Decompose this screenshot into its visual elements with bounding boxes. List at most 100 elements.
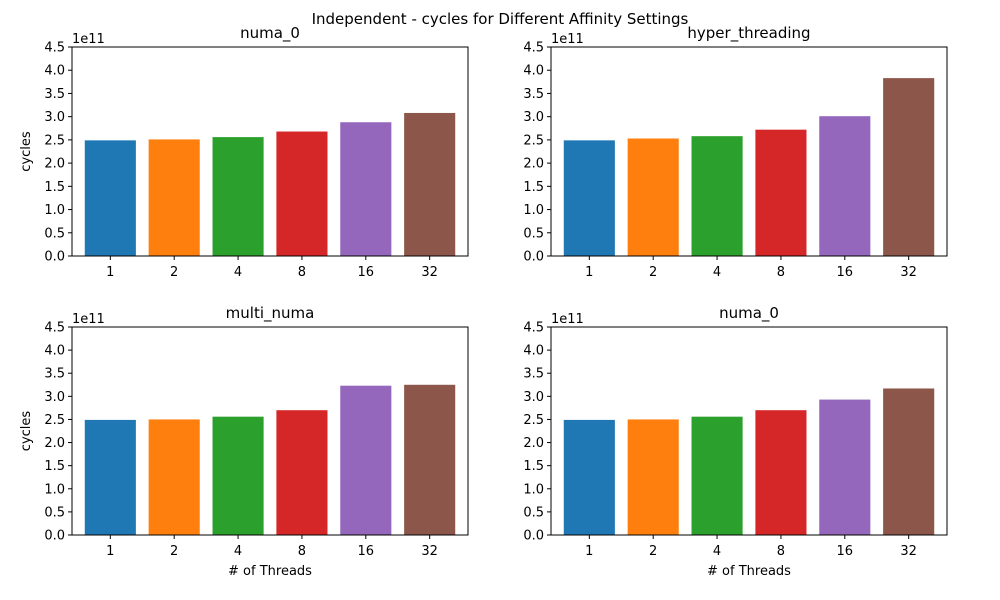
y-tick-label: 2.5 xyxy=(44,413,65,428)
bar xyxy=(276,131,328,256)
y-tick-label: 2.5 xyxy=(523,413,544,428)
axes-frame xyxy=(550,46,948,257)
y-tick-label: 4.5 xyxy=(523,41,544,56)
bar xyxy=(212,137,264,256)
y-tick-label: 1.5 xyxy=(523,180,544,195)
x-tick-label: 8 xyxy=(298,544,306,559)
panel-title: numa_0 xyxy=(719,304,779,323)
bar xyxy=(627,138,679,256)
y-tick-label: 1.5 xyxy=(44,459,65,474)
x-axis-label: # of Threads xyxy=(707,564,791,579)
x-tick-label: 2 xyxy=(649,265,657,280)
bar xyxy=(627,419,679,535)
x-tick-label: 16 xyxy=(837,265,854,280)
bar xyxy=(84,140,136,256)
bar xyxy=(212,416,264,535)
y-tick-label: 4.0 xyxy=(523,344,544,359)
y-tick-label: 3.5 xyxy=(523,87,544,102)
bar xyxy=(404,384,456,535)
y-tick-label: 1.5 xyxy=(523,459,544,474)
y-tick-label: 2.0 xyxy=(523,157,544,172)
y-tick-label: 3.5 xyxy=(44,87,65,102)
axes-frame xyxy=(71,326,469,536)
chart-panel-1: 0.0 0.5 1.0 1.5 2.0 2.5 3.0 3.5 4.0 4.5 1 2 4 8 16 32 1e… xyxy=(19,24,469,280)
y-tick-label: 0.0 xyxy=(523,250,544,265)
panel-title: multi_numa xyxy=(226,304,315,323)
bar xyxy=(563,419,615,535)
y-tick-label: 1.0 xyxy=(44,203,65,218)
bar xyxy=(819,399,871,535)
x-axis-label: # of Threads xyxy=(228,564,312,579)
bar xyxy=(340,122,392,257)
bar xyxy=(404,112,456,256)
y-tick-label: 3.0 xyxy=(44,390,65,405)
x-tick-label: 4 xyxy=(713,265,721,280)
x-tick-label: 8 xyxy=(777,265,785,280)
y-tick-label: 1.5 xyxy=(44,180,65,195)
y-tick-label: 1.0 xyxy=(44,482,65,497)
y-tick-label: 1.0 xyxy=(523,203,544,218)
x-tick-label: 2 xyxy=(170,544,178,559)
y-tick-label: 3.5 xyxy=(44,367,65,382)
x-tick-label: 8 xyxy=(777,544,785,559)
bar xyxy=(691,416,743,535)
axes-frame xyxy=(71,46,469,257)
x-tick-label: 32 xyxy=(421,265,438,280)
bar xyxy=(691,136,743,256)
bar xyxy=(755,410,807,535)
x-tick-label: 16 xyxy=(837,544,854,559)
y-tick-label: 0.0 xyxy=(44,529,65,544)
bar xyxy=(148,419,200,535)
bar xyxy=(883,388,935,535)
panel-title: numa_0 xyxy=(240,24,300,43)
x-tick-label: 2 xyxy=(170,265,178,280)
y-axis-label: cycles xyxy=(19,411,34,452)
chart-panels: 0.0 0.5 1.0 1.5 2.0 2.5 3.0 3.5 4.0 4.5 1 2 4 8 16 32 1e… xyxy=(19,24,948,579)
y-tick-label: 2.0 xyxy=(44,157,65,172)
bar xyxy=(340,385,392,535)
axes-frame xyxy=(550,326,948,536)
y-tick-label: 0.5 xyxy=(44,226,65,241)
y-tick-label: 4.5 xyxy=(44,321,65,336)
bar xyxy=(148,139,200,256)
y-tick-label: 3.5 xyxy=(523,367,544,382)
bar xyxy=(883,78,935,257)
y-tick-label: 0.5 xyxy=(523,505,544,520)
y-axis-label: cycles xyxy=(19,131,34,172)
chart-panel-4: 0.0 0.5 1.0 1.5 2.0 2.5 3.0 3.5 4.0 4.5 1 2 4 8 16 32 1e… xyxy=(523,304,948,579)
offset-text: 1e11 xyxy=(72,32,105,47)
y-tick-label: 3.0 xyxy=(44,110,65,125)
x-tick-label: 1 xyxy=(106,265,114,280)
y-tick-label: 4.0 xyxy=(523,64,544,79)
y-tick-label: 2.0 xyxy=(523,436,544,451)
offset-text: 1e11 xyxy=(551,312,584,327)
bar xyxy=(84,419,136,535)
x-tick-label: 2 xyxy=(649,544,657,559)
offset-text: 1e11 xyxy=(72,312,105,327)
bar xyxy=(276,410,328,535)
y-tick-label: 0.5 xyxy=(44,505,65,520)
x-tick-label: 8 xyxy=(298,265,306,280)
chart-panel-3: 0.0 0.5 1.0 1.5 2.0 2.5 3.0 3.5 4.0 4.5 1 2 4 8 16 32 1e… xyxy=(19,304,469,579)
x-tick-label: 32 xyxy=(900,544,917,559)
y-tick-label: 3.0 xyxy=(523,110,544,125)
x-tick-label: 4 xyxy=(713,544,721,559)
y-tick-label: 0.0 xyxy=(523,529,544,544)
x-tick-label: 1 xyxy=(585,544,593,559)
chart-panel-2: 0.0 0.5 1.0 1.5 2.0 2.5 3.0 3.5 4.0 4.5 1 2 4 8 16 32 1e… xyxy=(523,24,948,280)
y-tick-label: 2.5 xyxy=(523,133,544,148)
panel-title: hyper_threading xyxy=(687,24,810,43)
y-tick-label: 4.0 xyxy=(44,344,65,359)
x-tick-label: 16 xyxy=(358,265,375,280)
y-tick-label: 2.0 xyxy=(44,436,65,451)
y-tick-label: 1.0 xyxy=(523,482,544,497)
x-tick-label: 32 xyxy=(421,544,438,559)
bar xyxy=(819,116,871,256)
bar xyxy=(563,140,615,256)
y-tick-label: 0.5 xyxy=(523,226,544,241)
x-tick-label: 1 xyxy=(106,544,114,559)
y-tick-label: 3.0 xyxy=(523,390,544,405)
y-tick-label: 4.5 xyxy=(523,321,544,336)
x-tick-label: 32 xyxy=(900,265,917,280)
